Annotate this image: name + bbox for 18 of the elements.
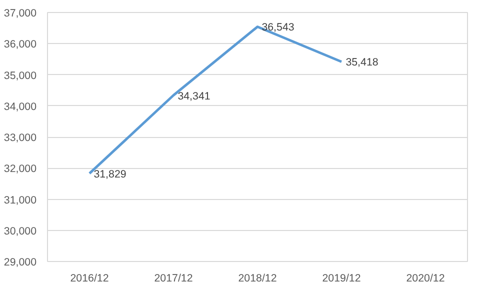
y-tick-label: 35,000 bbox=[4, 70, 37, 82]
x-tick-label: 2019/12 bbox=[322, 272, 361, 284]
y-tick-label: 36,000 bbox=[4, 38, 37, 51]
y-tick-label: 37,000 bbox=[4, 8, 37, 20]
y-tick-label: 33,000 bbox=[4, 132, 37, 144]
y-tick-label: 31,000 bbox=[4, 194, 37, 206]
x-tick-label: 2020/12 bbox=[406, 272, 445, 284]
data-label: 34,341 bbox=[178, 90, 210, 102]
data-label: 35,418 bbox=[346, 56, 378, 69]
y-tick-label: 34,000 bbox=[4, 100, 37, 113]
x-tick-label: 2018/12 bbox=[238, 272, 277, 284]
x-tick-label: 2016/12 bbox=[70, 272, 109, 284]
y-tick-label: 30,000 bbox=[4, 225, 37, 238]
y-tick-label: 32,000 bbox=[4, 163, 37, 176]
data-label: 31,829 bbox=[94, 168, 126, 180]
y-tick-label: 29,000 bbox=[4, 256, 37, 268]
data-label: 36,543 bbox=[262, 22, 294, 34]
x-tick-label: 2017/12 bbox=[154, 272, 193, 284]
